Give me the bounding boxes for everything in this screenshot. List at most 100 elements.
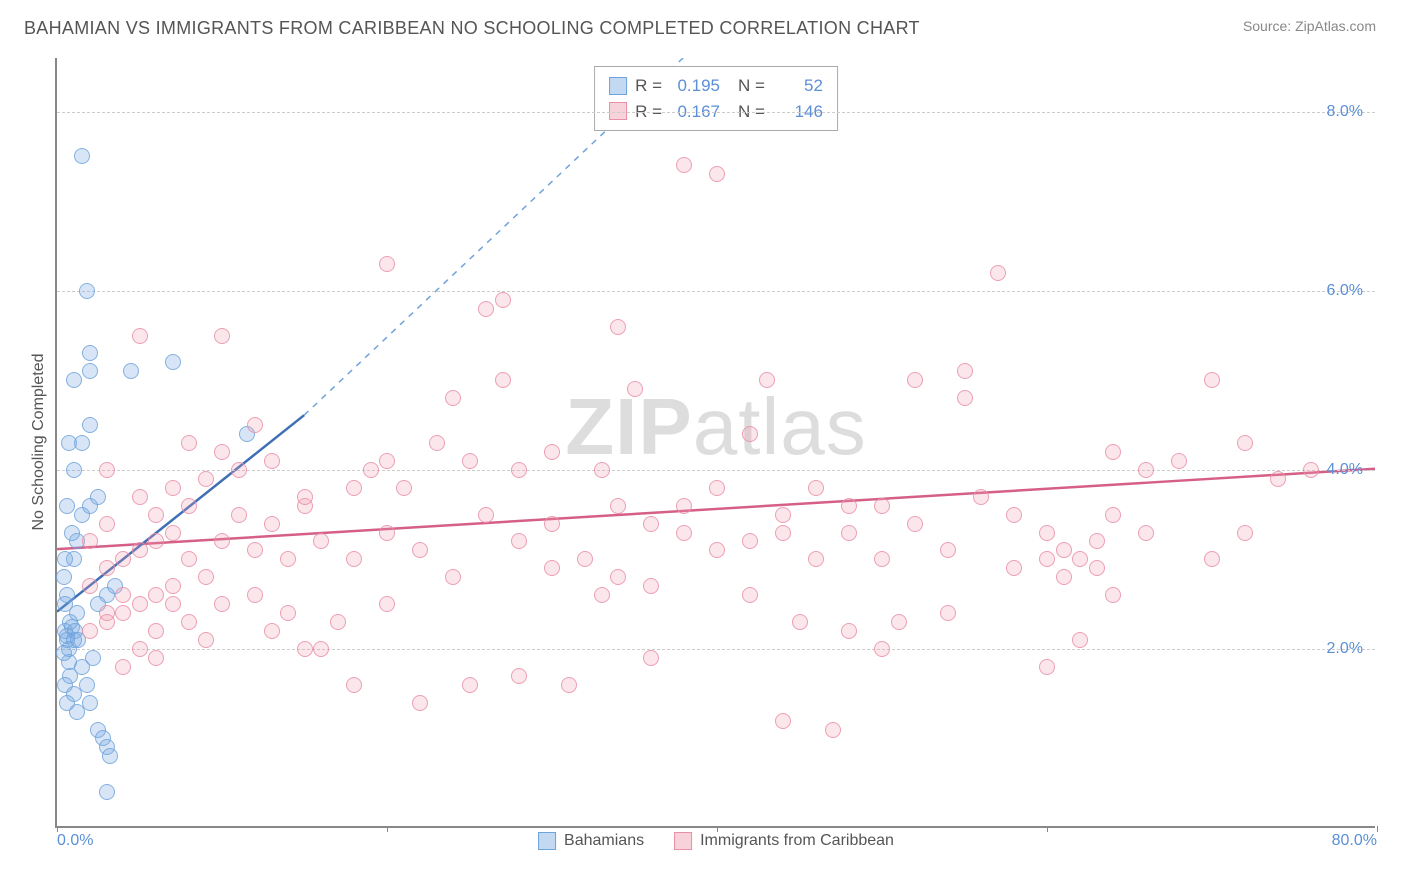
- scatter-point: [775, 525, 791, 541]
- scatter-point: [1138, 525, 1154, 541]
- scatter-point: [82, 578, 98, 594]
- scatter-point: [148, 650, 164, 666]
- scatter-point: [940, 542, 956, 558]
- scatter-point: [742, 587, 758, 603]
- y-tick-label: 2.0%: [1327, 640, 1363, 658]
- watermark: ZIPatlas: [565, 381, 866, 473]
- scatter-point: [82, 533, 98, 549]
- scatter-point: [874, 641, 890, 657]
- scatter-point: [808, 551, 824, 567]
- scatter-point: [511, 462, 527, 478]
- scatter-point: [90, 489, 106, 505]
- scatter-point: [891, 614, 907, 630]
- scatter-point: [82, 417, 98, 433]
- scatter-point: [214, 444, 230, 460]
- scatter-point: [165, 596, 181, 612]
- gridline-h: [57, 470, 1375, 471]
- scatter-point: [478, 507, 494, 523]
- gridline-h: [57, 649, 1375, 650]
- scatter-point: [57, 551, 73, 567]
- scatter-point: [1105, 444, 1121, 460]
- scatter-point: [57, 677, 73, 693]
- scatter-point: [148, 587, 164, 603]
- scatter-point: [1303, 462, 1319, 478]
- y-tick-label: 8.0%: [1327, 103, 1363, 121]
- scatter-point: [99, 462, 115, 478]
- scatter-point: [775, 507, 791, 523]
- scatter-point: [247, 587, 263, 603]
- scatter-point: [99, 605, 115, 621]
- scatter-point: [181, 498, 197, 514]
- scatter-point: [231, 507, 247, 523]
- scatter-point: [445, 390, 461, 406]
- stats-row-bahamians: R = 0.195 N = 52: [609, 73, 823, 99]
- scatter-point: [396, 480, 412, 496]
- scatter-point: [313, 533, 329, 549]
- scatter-point: [264, 453, 280, 469]
- scatter-point: [544, 560, 560, 576]
- chart-title: BAHAMIAN VS IMMIGRANTS FROM CARIBBEAN NO…: [24, 18, 920, 39]
- scatter-point: [478, 301, 494, 317]
- scatter-point: [495, 372, 511, 388]
- scatter-point: [1105, 507, 1121, 523]
- scatter-point: [561, 677, 577, 693]
- scatter-point: [280, 551, 296, 567]
- scatter-point: [247, 417, 263, 433]
- scatter-point: [59, 695, 75, 711]
- scatter-point: [676, 157, 692, 173]
- gridline-h: [57, 112, 1375, 113]
- scatter-point: [907, 372, 923, 388]
- scatter-point: [957, 363, 973, 379]
- scatter-point: [99, 516, 115, 532]
- scatter-point: [56, 569, 72, 585]
- stats-legend: R = 0.195 N = 52 R = 0.167 N = 146: [594, 66, 838, 131]
- scatter-point: [1056, 542, 1072, 558]
- scatter-point: [346, 480, 362, 496]
- scatter-point: [115, 587, 131, 603]
- scatter-point: [363, 462, 379, 478]
- scatter-point: [85, 650, 101, 666]
- scatter-point: [742, 426, 758, 442]
- scatter-point: [74, 148, 90, 164]
- scatter-point: [148, 623, 164, 639]
- tick-mark: [387, 826, 388, 832]
- bottom-legend: Bahamians Immigrants from Caribbean: [538, 832, 894, 850]
- scatter-point: [1204, 551, 1220, 567]
- swatch-blue-icon: [538, 832, 556, 850]
- scatter-point: [841, 525, 857, 541]
- scatter-point: [412, 695, 428, 711]
- scatter-point: [123, 363, 139, 379]
- scatter-point: [297, 489, 313, 505]
- r-label: R =: [635, 73, 662, 99]
- header: BAHAMIAN VS IMMIGRANTS FROM CARIBBEAN NO…: [0, 0, 1406, 47]
- scatter-point: [115, 605, 131, 621]
- scatter-point: [297, 641, 313, 657]
- scatter-point: [148, 507, 164, 523]
- n-label: N =: [738, 73, 765, 99]
- scatter-point: [1237, 525, 1253, 541]
- scatter-point: [874, 498, 890, 514]
- scatter-point: [676, 498, 692, 514]
- scatter-point: [841, 498, 857, 514]
- scatter-point: [610, 569, 626, 585]
- scatter-point: [59, 498, 75, 514]
- scatter-point: [990, 265, 1006, 281]
- r-value-bahamians: 0.195: [670, 73, 720, 99]
- x-tick-label: 80.0%: [1332, 832, 1377, 850]
- scatter-point: [346, 677, 362, 693]
- scatter-point: [511, 668, 527, 684]
- scatter-point: [1171, 453, 1187, 469]
- scatter-point: [495, 292, 511, 308]
- scatter-point: [1204, 372, 1220, 388]
- source-label: Source:: [1243, 18, 1295, 34]
- scatter-point: [610, 319, 626, 335]
- chart-container: ZIPatlas R = 0.195 N = 52 R = 0.167 N = …: [55, 58, 1375, 828]
- scatter-point: [445, 569, 461, 585]
- legend-label-bahamians: Bahamians: [564, 832, 644, 850]
- scatter-point: [181, 435, 197, 451]
- y-tick-label: 4.0%: [1327, 461, 1363, 479]
- scatter-point: [165, 480, 181, 496]
- scatter-point: [66, 462, 82, 478]
- scatter-point: [594, 462, 610, 478]
- x-tick-label: 0.0%: [57, 832, 93, 850]
